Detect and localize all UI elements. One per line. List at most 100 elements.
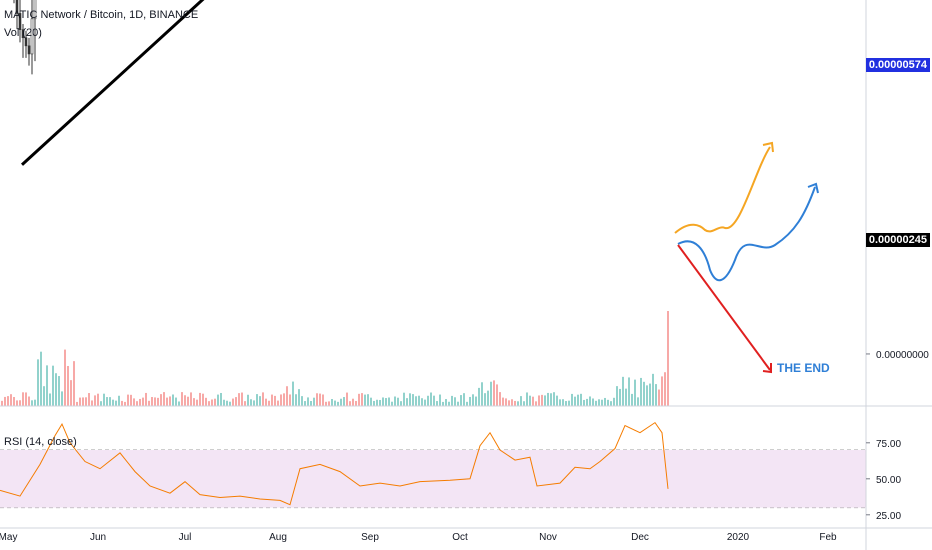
volume-bar [148, 400, 150, 406]
volume-bar [406, 398, 408, 406]
volume-bar [145, 392, 147, 406]
volume-bar [55, 373, 57, 406]
volume-bar [652, 373, 654, 406]
volume-bar [238, 393, 240, 406]
candle-body [30, 18, 34, 55]
volume-bar [643, 381, 645, 406]
volume-bar [106, 397, 108, 406]
volume-bar [658, 389, 660, 406]
volume-bar [472, 394, 474, 406]
volume-bar [319, 393, 321, 406]
volume-bar [94, 395, 96, 406]
rsi-tick-label: 75.00 [876, 439, 901, 450]
volume-bar [286, 386, 288, 406]
volume-bar [229, 401, 231, 406]
volume-bar [436, 401, 438, 406]
yellow-arrow-head [762, 141, 774, 153]
volume-bar [247, 394, 249, 406]
volume-bar [610, 401, 612, 406]
volume-bar [226, 400, 228, 406]
channel-lower-line [20, 0, 205, 166]
volume-bar [325, 401, 327, 406]
volume-bar [430, 392, 432, 406]
volume-bar [310, 401, 312, 406]
volume-bar [523, 401, 525, 406]
x-tick-label: Jul [179, 532, 192, 543]
volume-bar [607, 399, 609, 406]
volume-bar [193, 398, 195, 406]
volume-bar [505, 398, 507, 406]
candle-body [18, 13, 22, 30]
volume-bar [19, 400, 21, 406]
rsi-tick-label: 25.00 [876, 511, 901, 522]
red-forecast-line [677, 244, 771, 371]
volume-bar [478, 387, 480, 406]
volume-bar [10, 394, 12, 406]
volume-bar [220, 392, 222, 406]
volume-bar [250, 399, 252, 406]
volume-bar [415, 396, 417, 406]
x-tick-label: Jun [90, 532, 106, 543]
volume-bar [532, 396, 534, 406]
volume-bar [160, 394, 162, 406]
volume-bar [355, 400, 357, 406]
volume-bar [613, 397, 615, 406]
yellow-forecast-path [674, 146, 771, 234]
volume-bar [199, 392, 201, 406]
volume-bar [475, 396, 477, 406]
volume-bar [340, 398, 342, 406]
volume-bar [295, 394, 297, 406]
grid [0, 449, 866, 509]
volume-bar [412, 394, 414, 406]
volume-bar [589, 396, 591, 406]
volume-bar [397, 397, 399, 406]
volume-bar [103, 393, 105, 406]
volume-bar [253, 400, 255, 406]
volume-bar [370, 397, 372, 406]
volume-bar [352, 398, 354, 406]
volume-bar [547, 392, 549, 406]
volume-bar [487, 390, 489, 406]
candle-body [33, 0, 37, 20]
volume-bar [4, 396, 6, 406]
volume-bar [580, 393, 582, 406]
volume-bar [136, 401, 138, 406]
volume-bar [187, 396, 189, 406]
volume-bar [1, 400, 3, 406]
volume-bar [517, 401, 519, 406]
volume-bar [181, 392, 183, 406]
volume-bar [85, 397, 87, 406]
volume-bar [91, 400, 93, 406]
volume-bar [256, 394, 258, 406]
volume-bar [283, 393, 285, 406]
volume-bar [163, 392, 165, 406]
volume-bar [664, 372, 666, 406]
x-tick-label: Oct [452, 532, 468, 543]
volume-bar [175, 397, 177, 406]
volume-bar [388, 397, 390, 406]
volume-bar [109, 397, 111, 406]
volume-bar [655, 384, 657, 406]
rsi-indicator-label: RSI (14, close) [4, 436, 77, 448]
volume-bar [394, 396, 396, 406]
volume-bar [427, 395, 429, 406]
volume-bars [1, 311, 669, 406]
volume-bar [490, 381, 492, 406]
volume-bar [13, 397, 15, 406]
volume-bar [127, 394, 129, 406]
volume-bar [268, 400, 270, 406]
volume-bar [196, 399, 198, 406]
volume-bar [541, 394, 543, 406]
volume-bar [169, 396, 171, 406]
volume-bar [34, 399, 36, 406]
volume-bar [526, 392, 528, 406]
volume-bar [151, 397, 153, 406]
volume-bar [550, 393, 552, 406]
volume-bar [235, 397, 237, 406]
volume-bar [43, 386, 45, 406]
volume-bar [88, 393, 90, 406]
volume-bar [298, 389, 300, 406]
volume-bar [121, 400, 123, 406]
volume-bar [232, 398, 234, 406]
volume-bar [562, 399, 564, 406]
